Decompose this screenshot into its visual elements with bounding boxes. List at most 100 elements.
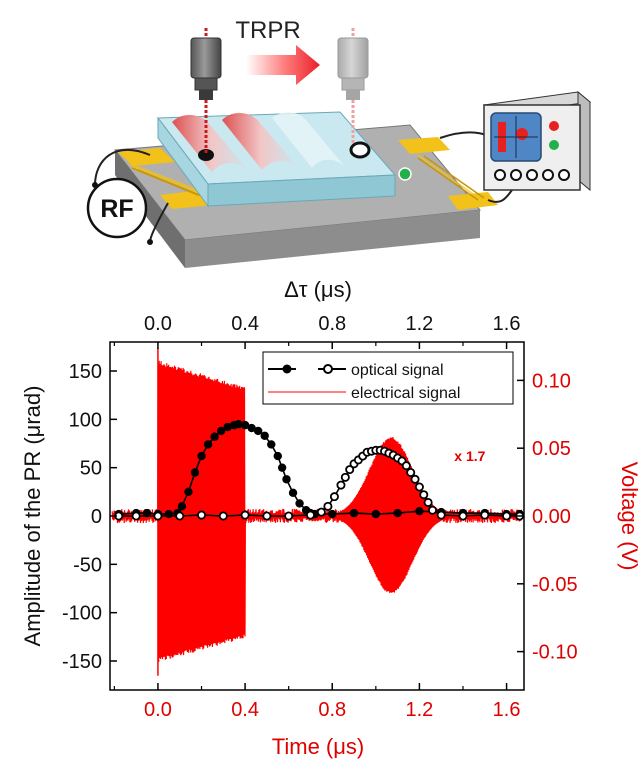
scan-arrow — [246, 45, 320, 85]
y-right-tick-label: -0.10 — [532, 642, 578, 664]
optical-open-point — [336, 480, 346, 490]
y-left-tick-label: 150 — [69, 361, 102, 383]
x-tick-label-top: 0.4 — [231, 313, 259, 335]
probe-spot-open — [349, 141, 371, 159]
scope-port-3 — [526, 169, 538, 181]
optical-filled-point — [371, 509, 381, 519]
green-marker — [398, 167, 412, 181]
rf-terminal-2 — [147, 239, 153, 245]
scope-port-4 — [542, 169, 554, 181]
optical-open-point — [262, 511, 272, 521]
scope-green-led — [549, 140, 559, 150]
optical-open-point — [345, 465, 355, 475]
optical-filled-point — [247, 423, 256, 433]
objective-lens-right — [337, 37, 369, 100]
optical-filled-point — [216, 426, 226, 436]
scope-red-led — [549, 121, 559, 131]
legend: optical signal electrical signal — [262, 351, 514, 405]
optical-open-point — [316, 507, 326, 517]
surface-wave-2 — [222, 112, 300, 170]
left-electrode — [118, 148, 214, 209]
optical-filled-point — [190, 468, 200, 477]
optical-filled-point — [328, 509, 337, 519]
optical-filled-point — [393, 508, 402, 518]
y-left-tick-label: 100 — [69, 409, 102, 431]
scope-port-5 — [558, 169, 570, 181]
scale-annotation: x 1.7 — [454, 448, 485, 464]
optical-open-point — [340, 472, 350, 482]
legend-optical-filled-marker — [282, 364, 292, 374]
scope-port-1 — [494, 169, 506, 181]
substrate-left — [157, 116, 209, 208]
optical-filled-point — [203, 440, 213, 449]
optical-filled-point — [234, 419, 243, 429]
optical-filled-point — [177, 502, 187, 511]
optical-filled-point — [260, 431, 269, 440]
optical-signal-layer — [114, 419, 525, 521]
optical-filled-point — [273, 451, 282, 461]
optical-open-point — [401, 461, 411, 471]
trpr-label: TRPR — [235, 17, 300, 44]
optical-open-point — [329, 492, 339, 502]
y-right-tick-label: 0.10 — [532, 370, 571, 392]
optical-filled-point — [282, 475, 291, 484]
optical-filled-point — [223, 422, 232, 432]
y-right-tick-label: 0.05 — [532, 438, 571, 460]
legend-box — [262, 351, 514, 405]
optical-open-point — [305, 510, 315, 520]
y-right-tick-label: 0.00 — [532, 506, 571, 528]
right-axis-title: Voltage (V) — [617, 462, 640, 571]
probe-spot-filled — [198, 149, 214, 161]
optical-open-point — [410, 474, 420, 484]
optical-filled-point — [253, 426, 263, 436]
surface-wave-3 — [272, 112, 346, 168]
optical-filled-point — [288, 488, 298, 497]
optical-filled-point — [415, 506, 424, 516]
x-tick-label-top: 0.8 — [318, 313, 346, 335]
optical-open-point — [197, 510, 207, 520]
x-tick-label-bottom: 1.6 — [493, 699, 521, 721]
optical-open-point — [480, 510, 490, 520]
surface-wave-1 — [172, 114, 250, 172]
rf-terminal-1 — [92, 182, 98, 188]
y-left-tick-label: -50 — [73, 554, 102, 576]
y-left-tick-label: 50 — [80, 458, 102, 480]
optical-open-point — [502, 511, 512, 521]
substrate — [157, 111, 412, 208]
y-left-tick-label: 0 — [91, 506, 102, 528]
right-electrode — [398, 137, 498, 210]
base-left — [115, 150, 185, 268]
optical-open-point — [419, 490, 429, 500]
optical-filled-point — [267, 440, 276, 449]
optical-filled-point — [240, 420, 250, 430]
optical-open-point — [153, 511, 163, 521]
top-axis-title: Δτ (μs) — [284, 277, 352, 302]
chart: 0.0 0.0 0.4 0.4 0.8 0.8 1.2 1.2 1.6 1.6 150 100 50 0 -… — [20, 277, 640, 759]
optical-filled-point — [197, 451, 206, 461]
x-tick-label-bottom: 1.2 — [406, 699, 434, 721]
legend-electrical-label: electrical signal — [351, 385, 460, 402]
oscilloscope — [482, 90, 592, 192]
y-right-tick-label: -0.05 — [532, 574, 578, 596]
optical-open-point — [284, 511, 294, 521]
optical-open-point — [423, 497, 433, 507]
scope-port-2 — [510, 169, 522, 181]
optical-filled-point — [210, 432, 219, 441]
optical-filled-point — [277, 463, 287, 472]
x-tick-label-bottom: 0.8 — [318, 699, 346, 721]
optical-open-point — [131, 511, 141, 521]
legend-optical-open-marker — [323, 364, 333, 374]
optical-open-point — [458, 511, 468, 521]
x-tick-label-top: 1.6 — [493, 313, 521, 335]
rf-label: RF — [100, 195, 133, 223]
optical-filled-point — [164, 509, 174, 519]
optical-filled-point — [142, 508, 152, 518]
optical-open-point — [240, 510, 250, 520]
x-tick-label-top: 0.0 — [144, 313, 172, 335]
y-left-tick-label: -100 — [62, 603, 102, 625]
axes-layer: 0.0 0.0 0.4 0.4 0.8 0.8 1.2 1.2 1.6 1.6 150 100 50 0 -… — [62, 313, 578, 721]
bottom-axis-title: Time (μs) — [272, 734, 365, 759]
optical-open-point — [436, 510, 446, 520]
rf-source — [86, 177, 148, 239]
